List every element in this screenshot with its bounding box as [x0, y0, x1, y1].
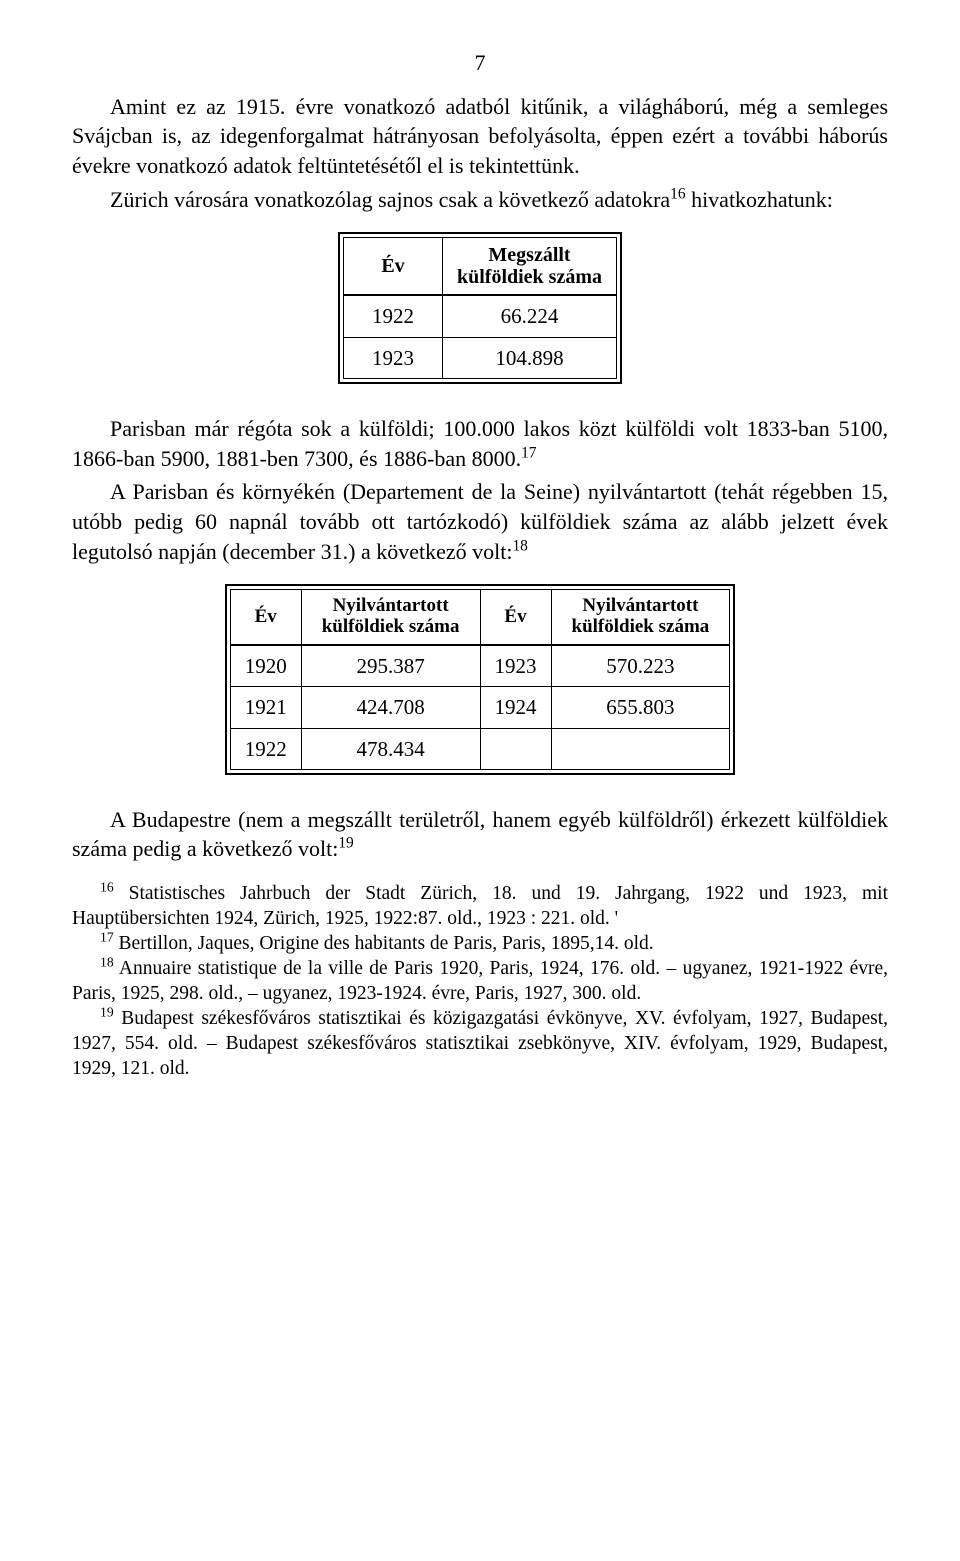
- paris-right-year-1: 1924: [480, 687, 551, 728]
- zurich-table-col-value-l2: külföldiek száma: [457, 266, 602, 288]
- footnote-18: 18 Annuaire statistique de la ville de P…: [72, 957, 888, 1007]
- footnote-19-text: Budapest székesfőváros statisztikai és k…: [72, 1008, 888, 1079]
- paris-right-value-1: 655.803: [551, 687, 730, 728]
- paris-table-col-value-right-l2: külföldiek száma: [572, 616, 710, 637]
- paris-right-value-2: [551, 728, 730, 769]
- footnote-19: 19 Budapest székesfőváros statisztikai é…: [72, 1007, 888, 1082]
- footnote-ref-16: 16: [670, 185, 685, 202]
- paris-table-col-value-right: Nyilvántartott külföldiek száma: [551, 590, 730, 645]
- footnote-16: 16 Statistisches Jahrbuch der Stadt Züri…: [72, 882, 888, 932]
- zurich-table-col-value-l1: Megszállt: [488, 244, 570, 266]
- footnote-17-text: Bertillon, Jaques, Origine des habitants…: [114, 933, 654, 954]
- zurich-table: Év Megszállt külföldiek száma 1922 66.22…: [72, 232, 888, 391]
- paris-left-year-0: 1920: [230, 645, 301, 687]
- footnote-num-17: 17: [100, 930, 114, 945]
- zurich-table-col-value: Megszállt külföldiek száma: [442, 238, 616, 296]
- paris-left-year-2: 1922: [230, 728, 301, 769]
- footnote-ref-19: 19: [338, 835, 353, 852]
- footnote-18-text: Annuaire statistique de la ville de Pari…: [72, 958, 888, 1004]
- paris-left-value-0: 295.387: [301, 645, 480, 687]
- paris-left-value-1: 424.708: [301, 687, 480, 728]
- zurich-value-0: 66.224: [442, 295, 616, 337]
- table-row: 1921 424.708 1924 655.803: [230, 687, 730, 728]
- paragraph-3-text: A Budapestre (nem a megszállt területről…: [72, 807, 888, 862]
- paris-right-year-2: [480, 728, 551, 769]
- table-row: 1920 295.387 1923 570.223: [230, 645, 730, 687]
- footnote-ref-17: 17: [521, 444, 536, 461]
- footnote-17: 17 Bertillon, Jaques, Origine des habita…: [72, 932, 888, 957]
- footnote-ref-18: 18: [512, 537, 527, 554]
- zurich-value-1: 104.898: [442, 337, 616, 378]
- paris-table-col-value-left: Nyilvántartott külföldiek száma: [301, 590, 480, 645]
- paragraph-1b-post: hivatkozhatunk:: [686, 187, 833, 212]
- paris-table-col-value-left-l2: külföldiek száma: [322, 616, 460, 637]
- zurich-year-1: 1923: [343, 337, 442, 378]
- paragraph-1a: Amint ez az 1915. évre vonatkozó adatból…: [72, 92, 888, 181]
- paris-left-value-2: 478.434: [301, 728, 480, 769]
- paragraph-1b: Zürich városára vonatkozólag sajnos csak…: [72, 185, 888, 215]
- paragraph-1b-pre: Zürich városára vonatkozólag sajnos csak…: [110, 187, 670, 212]
- footnote-16-text: Statistisches Jahrbuch der Stadt Zürich,…: [72, 883, 888, 929]
- page-number: 7: [72, 48, 888, 78]
- paragraph-2a: Parisban már régóta sok a külföldi; 100.…: [72, 414, 888, 473]
- paris-table-col-value-right-l1: Nyilvántartott: [582, 595, 698, 616]
- zurich-year-0: 1922: [343, 295, 442, 337]
- footnotes: 16 Statistisches Jahrbuch der Stadt Züri…: [72, 882, 888, 1082]
- paragraph-2b: A Parisban és környékén (Departement de …: [72, 477, 888, 566]
- paris-right-value-0: 570.223: [551, 645, 730, 687]
- paris-right-year-0: 1923: [480, 645, 551, 687]
- paragraph-2b-text: A Parisban és környékén (Departement de …: [72, 479, 888, 563]
- paris-left-year-1: 1921: [230, 687, 301, 728]
- paris-table-col-year-left: Év: [230, 590, 301, 645]
- paragraph-2a-text: Parisban már régóta sok a külföldi; 100.…: [72, 416, 888, 471]
- table-row: 1923 104.898: [343, 337, 616, 378]
- paris-table-col-value-left-l1: Nyilvántartott: [333, 595, 449, 616]
- table-row: 1922 478.434: [230, 728, 730, 769]
- table-row: 1922 66.224: [343, 295, 616, 337]
- paragraph-3: A Budapestre (nem a megszállt területről…: [72, 805, 888, 864]
- zurich-table-col-year: Év: [343, 238, 442, 296]
- footnote-num-18: 18: [100, 954, 114, 969]
- paris-table: Év Nyilvántartott külföldiek száma Év Ny…: [72, 584, 888, 783]
- footnote-num-19: 19: [100, 1004, 114, 1019]
- footnote-num-16: 16: [100, 880, 114, 895]
- paris-table-col-year-right: Év: [480, 590, 551, 645]
